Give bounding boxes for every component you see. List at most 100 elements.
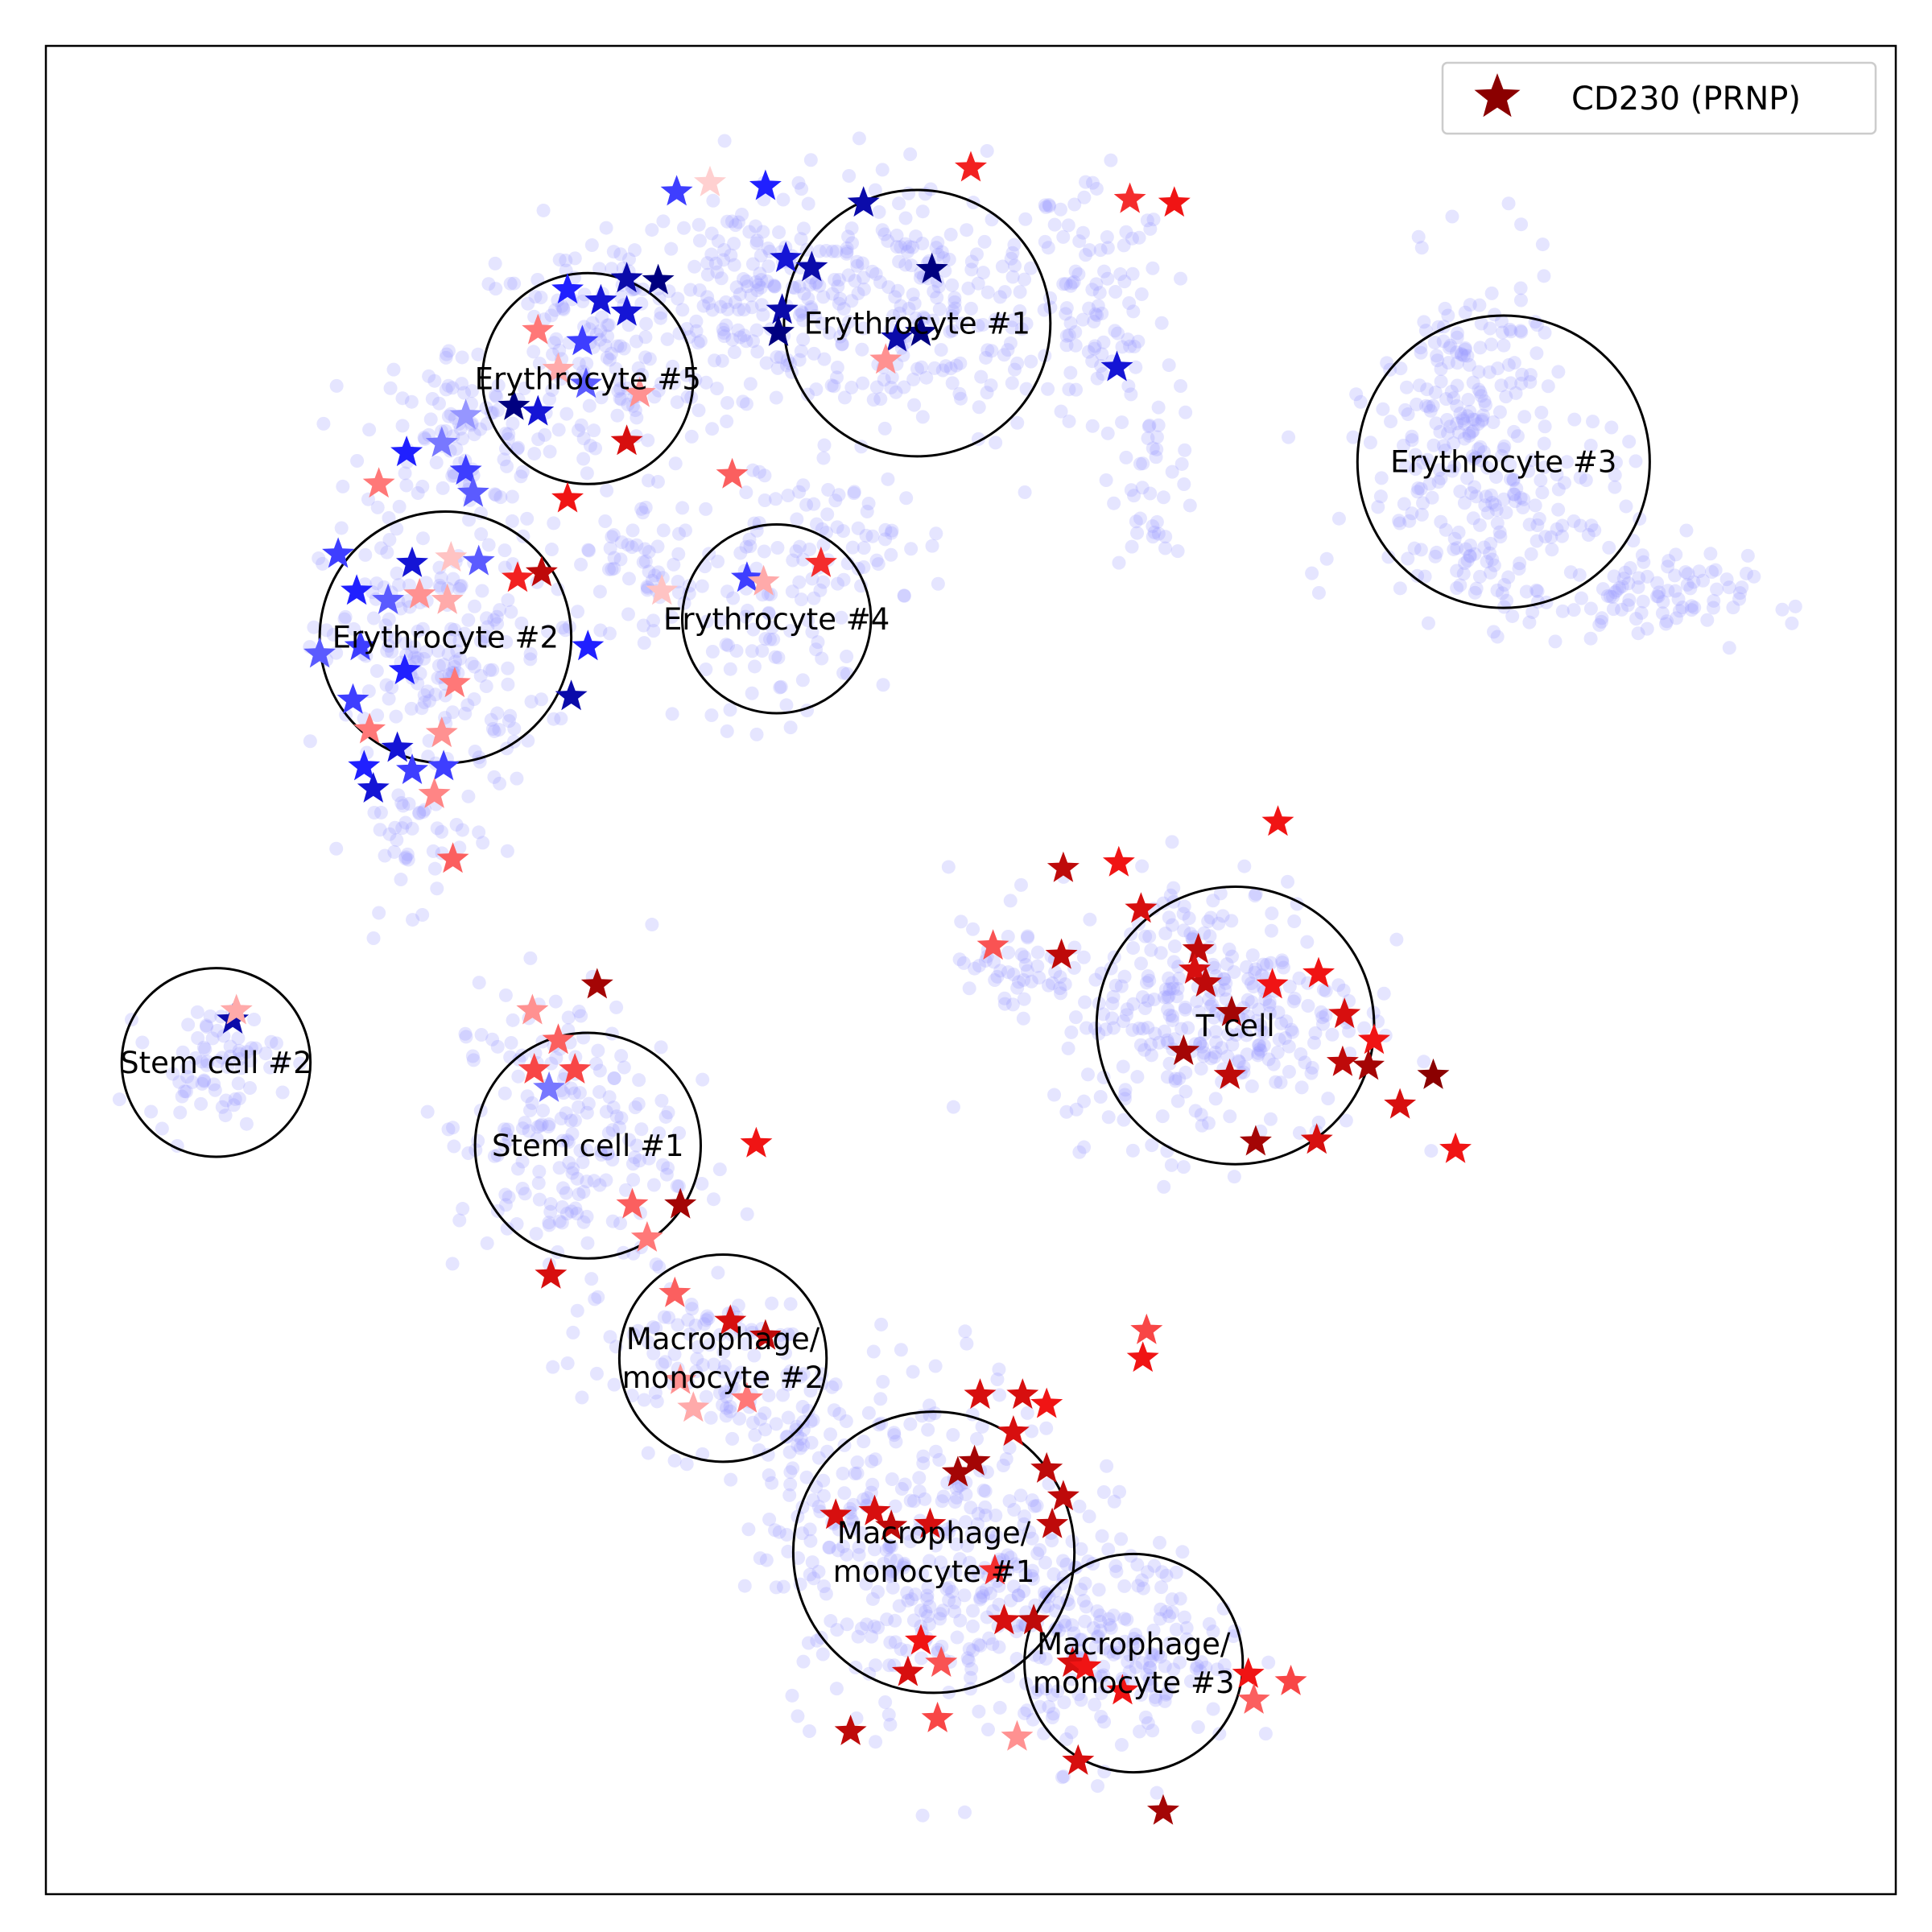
background-point bbox=[1038, 1682, 1053, 1696]
background-point bbox=[592, 584, 607, 599]
background-point bbox=[1428, 549, 1443, 564]
background-point bbox=[763, 632, 778, 646]
background-point bbox=[841, 315, 856, 329]
background-point bbox=[502, 714, 516, 729]
background-point bbox=[1678, 565, 1693, 580]
background-point bbox=[1142, 929, 1157, 943]
background-point bbox=[611, 384, 625, 398]
background-point bbox=[883, 1635, 898, 1649]
background-point bbox=[574, 418, 588, 432]
background-point bbox=[860, 1617, 874, 1632]
background-point bbox=[1513, 324, 1528, 338]
background-point bbox=[803, 278, 817, 292]
background-point bbox=[832, 272, 846, 287]
background-point bbox=[1447, 391, 1461, 406]
background-point bbox=[794, 592, 808, 607]
background-point bbox=[1434, 374, 1448, 389]
background-point bbox=[739, 539, 753, 554]
background-point bbox=[1059, 338, 1074, 353]
background-point bbox=[785, 584, 799, 599]
background-point bbox=[699, 502, 713, 516]
background-point bbox=[1094, 1670, 1108, 1684]
background-point bbox=[1042, 199, 1057, 213]
background-point bbox=[461, 1146, 476, 1160]
expression-star bbox=[348, 749, 381, 781]
background-point bbox=[1013, 877, 1028, 892]
background-point bbox=[1252, 1038, 1266, 1052]
background-point bbox=[593, 623, 608, 638]
background-point bbox=[1045, 976, 1059, 991]
background-point bbox=[733, 330, 748, 345]
expression-star bbox=[616, 1187, 649, 1219]
background-point bbox=[933, 1607, 947, 1621]
background-point bbox=[621, 397, 635, 411]
background-point bbox=[1158, 530, 1173, 544]
background-point bbox=[1193, 1664, 1208, 1678]
background-point bbox=[1018, 212, 1033, 226]
background-point bbox=[1010, 415, 1025, 430]
background-point bbox=[774, 679, 788, 694]
background-point bbox=[863, 1561, 877, 1575]
background-point bbox=[1076, 1094, 1091, 1108]
background-point bbox=[551, 423, 566, 437]
cluster-label: Stem cell #2 bbox=[120, 1046, 312, 1080]
background-point bbox=[921, 1422, 935, 1437]
background-point bbox=[1487, 558, 1501, 572]
background-point bbox=[1089, 277, 1104, 291]
background-point bbox=[1004, 1550, 1018, 1565]
expression-stars bbox=[217, 151, 1472, 1825]
background-point bbox=[743, 377, 758, 391]
background-point bbox=[239, 1117, 254, 1131]
background-point bbox=[964, 1526, 979, 1541]
background-point bbox=[197, 1074, 212, 1088]
background-point bbox=[1631, 626, 1645, 641]
background-point bbox=[1314, 1005, 1328, 1019]
background-point bbox=[1115, 415, 1129, 430]
background-point bbox=[1414, 345, 1428, 360]
background-point bbox=[591, 1290, 605, 1304]
background-point bbox=[1159, 1604, 1174, 1619]
expression-star bbox=[1046, 851, 1080, 882]
background-point bbox=[720, 584, 735, 599]
background-point bbox=[1292, 971, 1307, 985]
background-point bbox=[1414, 241, 1429, 255]
background-point bbox=[845, 236, 860, 250]
background-point bbox=[1126, 1632, 1141, 1646]
background-point bbox=[677, 221, 691, 235]
expression-star bbox=[1182, 932, 1215, 964]
background-point bbox=[1020, 931, 1034, 945]
background-point bbox=[1165, 464, 1179, 479]
background-point bbox=[1094, 1709, 1108, 1724]
background-point bbox=[631, 1096, 646, 1111]
background-point bbox=[799, 1470, 814, 1484]
background-point bbox=[873, 392, 888, 407]
background-point bbox=[824, 1427, 838, 1442]
background-point bbox=[724, 1472, 738, 1487]
background-point bbox=[884, 1539, 898, 1554]
background-point bbox=[1537, 436, 1551, 451]
background-point bbox=[1047, 217, 1062, 232]
background-point bbox=[1463, 538, 1478, 552]
background-point bbox=[549, 332, 564, 346]
background-point bbox=[725, 332, 740, 347]
background-point bbox=[1062, 382, 1076, 397]
background-point bbox=[1007, 362, 1022, 377]
background-point bbox=[645, 223, 659, 237]
background-point bbox=[1072, 1499, 1087, 1513]
background-point bbox=[1304, 1066, 1319, 1080]
legend-star-marker bbox=[1474, 73, 1521, 118]
background-point bbox=[976, 1483, 991, 1497]
background-point bbox=[1189, 1662, 1203, 1676]
background-point bbox=[1094, 1686, 1108, 1700]
background-point bbox=[457, 386, 472, 400]
background-point bbox=[720, 724, 734, 738]
background-point bbox=[514, 616, 529, 630]
background-point bbox=[803, 542, 817, 556]
background-point bbox=[1484, 565, 1498, 580]
background-point bbox=[816, 1488, 831, 1503]
background-point bbox=[1417, 315, 1431, 329]
background-point bbox=[572, 1100, 586, 1114]
background-point bbox=[776, 1388, 791, 1402]
background-point bbox=[399, 478, 414, 493]
background-point bbox=[971, 1517, 985, 1531]
